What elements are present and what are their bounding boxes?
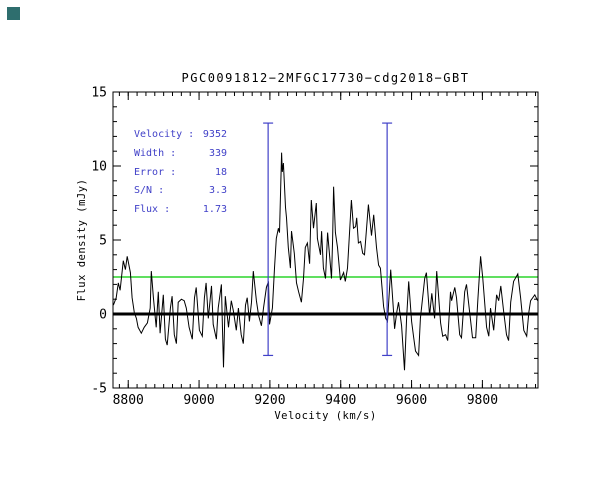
y-tick-label: 10 [91,160,107,175]
annotation-value: 339 [208,147,227,159]
y-tick-label: -5 [91,382,107,397]
annotation-label: Flux : [134,204,171,216]
annotation-label: S/N : [134,185,165,197]
corner-color-swatch [7,7,20,20]
x-tick-label: 9800 [467,393,498,408]
x-tick-label: 9200 [254,393,285,408]
x-tick-label: 9400 [325,393,356,408]
y-tick-label: 15 [91,86,107,101]
annotation-value: 18 [214,166,227,178]
measurement-annotations: Velocity : 9352 Width : 339 Error : 18 S… [134,126,227,220]
y-axis-label: Flux density (mJy) [76,178,88,302]
annotation-value: 3.3 [208,185,227,197]
annotation-velocity: Velocity : 9352 [134,126,227,145]
x-axis-label: Velocity (km/s) [274,410,377,422]
annotation-label: Width : [134,147,177,159]
annotation-value: 9352 [202,129,227,140]
annotation-snr: S/N : 3.3 [134,182,227,201]
x-tick-label: 8800 [113,393,144,408]
annotation-error: Error : 18 [134,164,227,183]
annotation-label: Error : [134,166,177,178]
y-tick-label: 5 [99,234,107,249]
annotation-value: 1.73 [202,204,227,216]
y-tick-label: 0 [99,308,107,323]
annotation-label: Velocity : [134,129,195,140]
plot-title: PGC0091812−2MFGC17730−cdg2018−GBT [181,71,470,85]
spectrum-line [112,152,539,371]
annotation-flux: Flux : 1.73 [134,201,227,220]
x-tick-label: 9600 [396,393,427,408]
annotation-width: Width : 339 [134,145,227,164]
x-tick-label: 9000 [183,393,214,408]
